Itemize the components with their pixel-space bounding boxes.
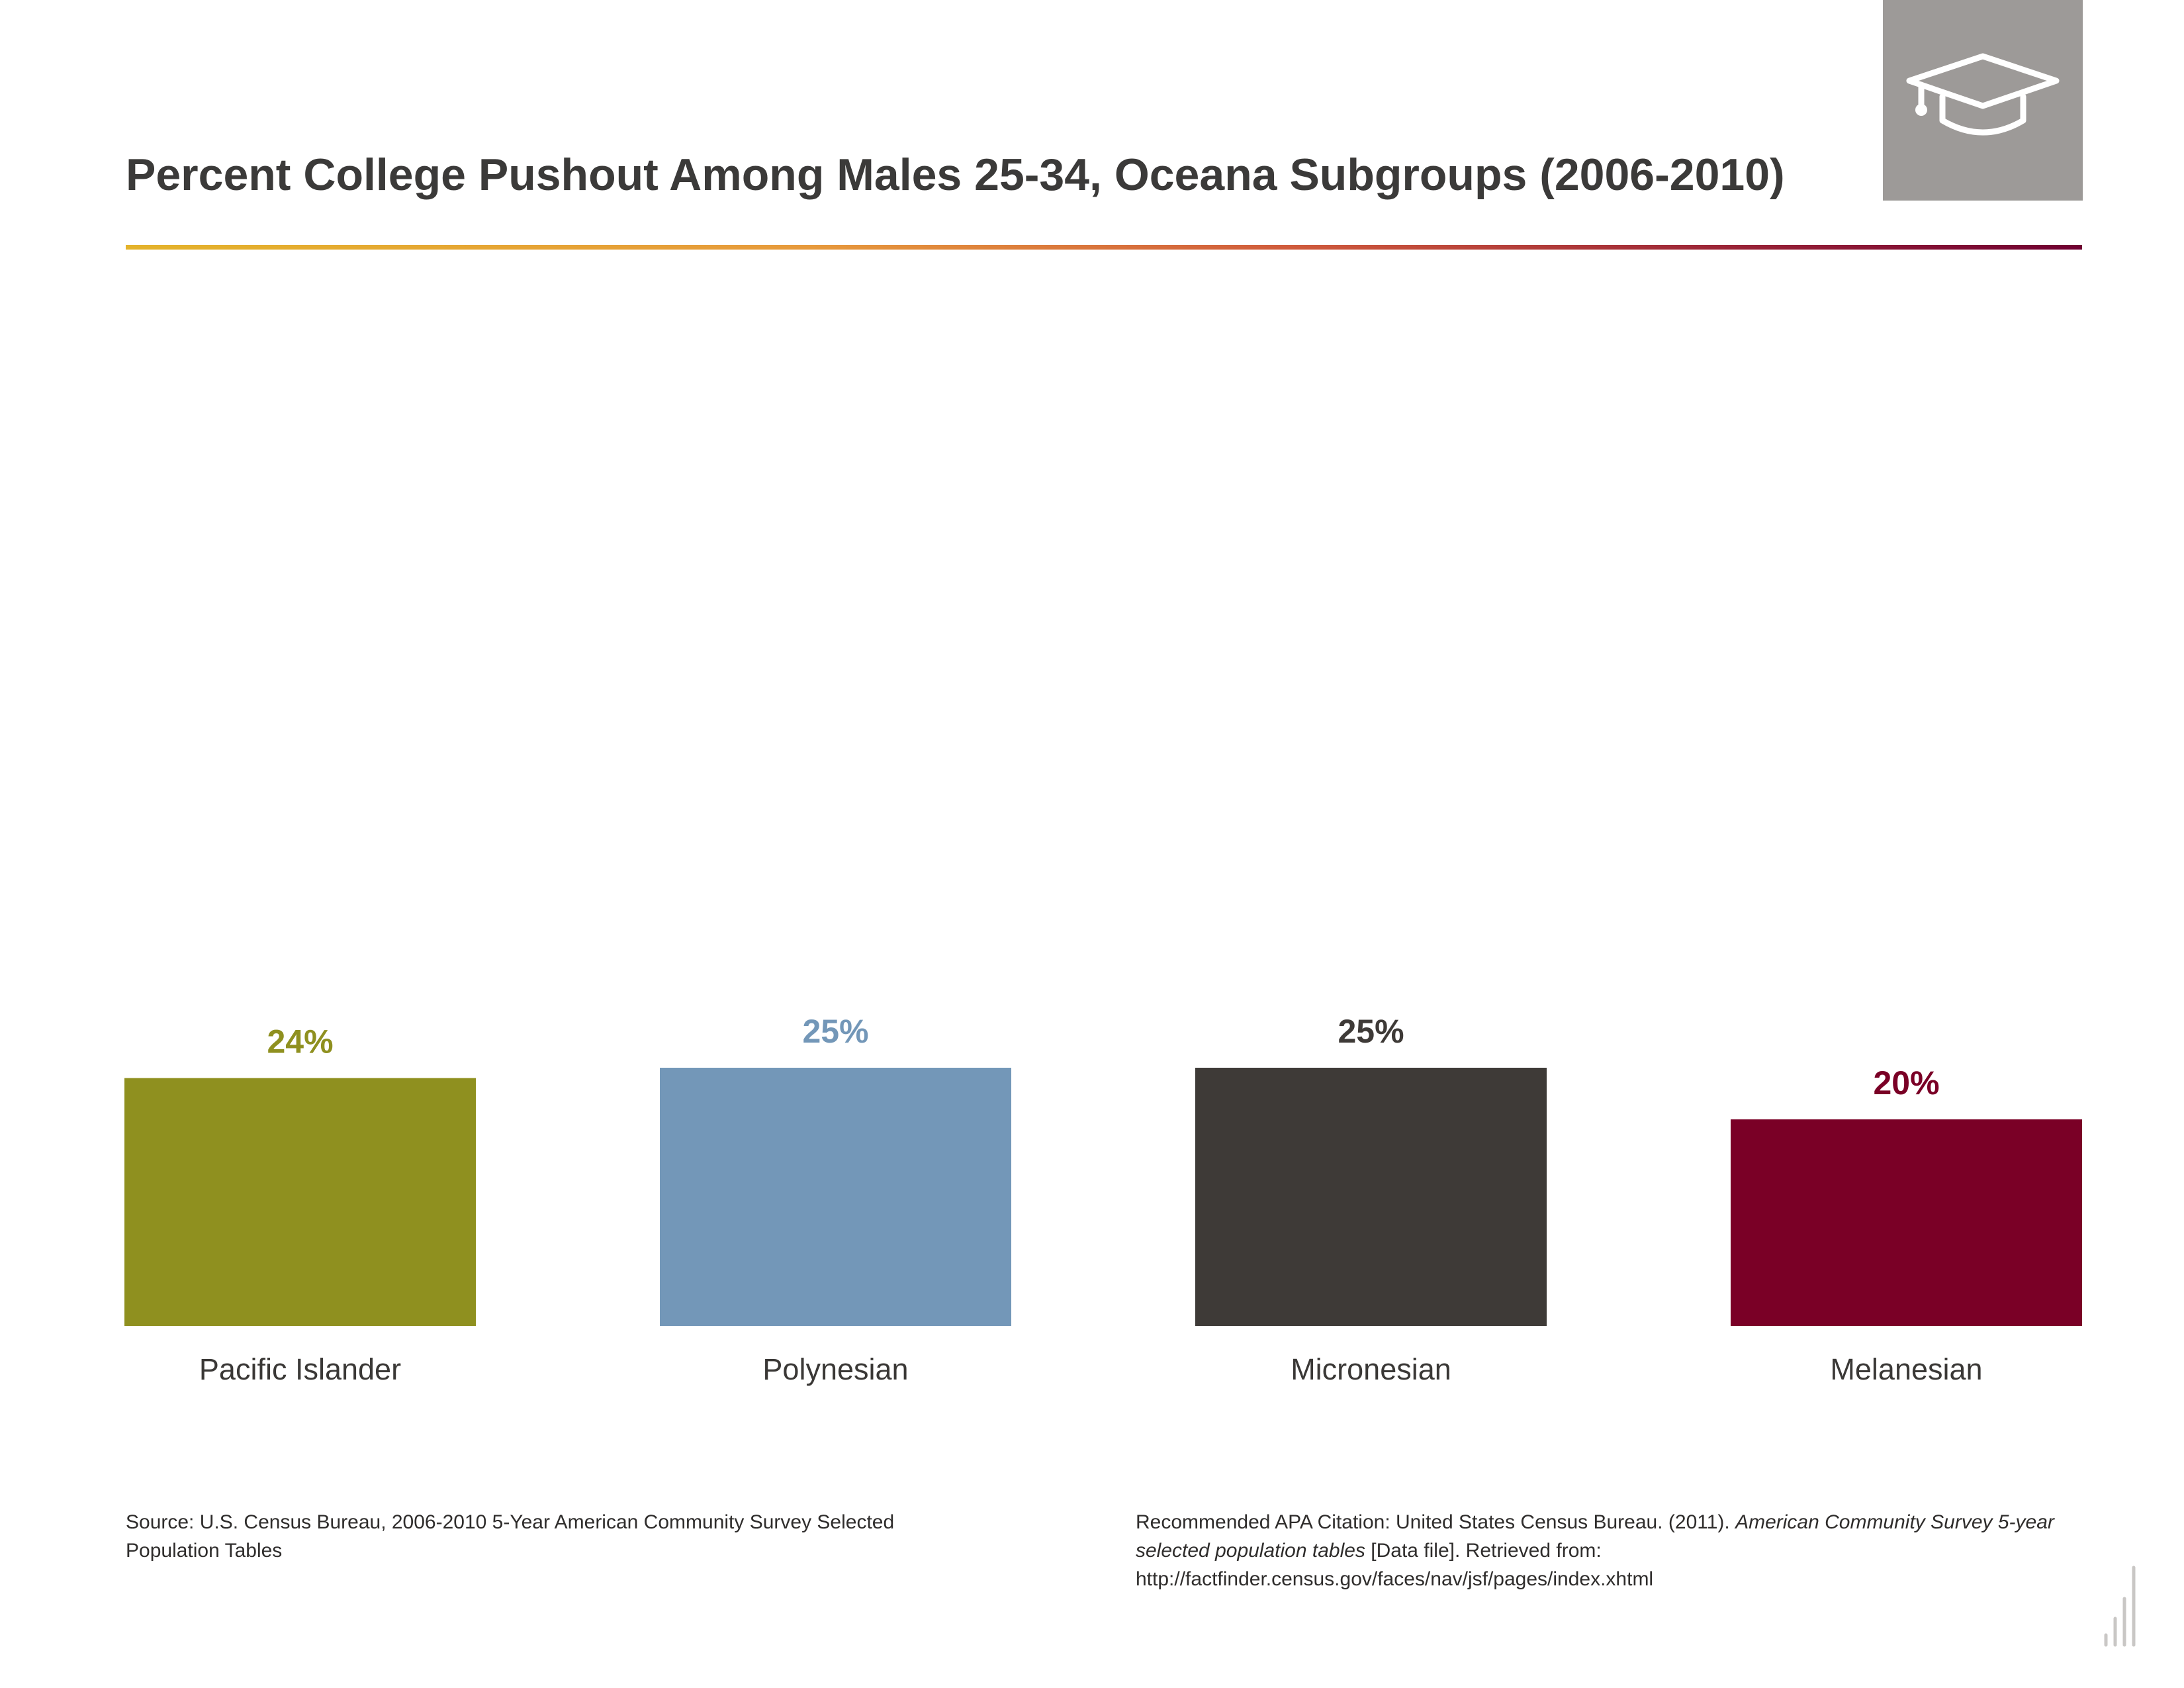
bar-0 [124, 1078, 476, 1326]
graduation-cap-icon [1906, 53, 2060, 136]
bar-value-label-0: 24% [267, 1023, 333, 1060]
bar-value-label-2: 25% [1338, 1013, 1404, 1050]
bar-logo-icon [2104, 1566, 2136, 1647]
chart-title: Percent College Pushout Among Males 25-3… [126, 150, 1785, 200]
bar-2 [1195, 1068, 1547, 1326]
title-divider [126, 245, 2082, 250]
bar-value-label-3: 20% [1873, 1064, 1939, 1102]
graduation-cap-tile [1883, 0, 2083, 201]
bar-1 [660, 1068, 1011, 1326]
category-label-1: Polynesian [762, 1352, 908, 1386]
apa-citation: Recommended APA Citation: United States … [1136, 1508, 2075, 1593]
citation-suffix: [Data file]. Retrieved from: http://fact… [1136, 1540, 1654, 1590]
bar-3 [1731, 1119, 2082, 1326]
category-label-0: Pacific Islander [199, 1352, 401, 1386]
category-label-2: Micronesian [1291, 1352, 1451, 1386]
bar-value-label-1: 25% [802, 1013, 868, 1050]
source-note: Source: U.S. Census Bureau, 2006-2010 5-… [126, 1511, 895, 1562]
citation-prefix: Recommended APA Citation: United States … [1136, 1511, 1736, 1533]
citation-title: American Community Survey 5-year selecte… [1136, 1511, 2054, 1562]
bar-chart: 24% Pacific Islander 25% Polynesian 25% Micro… [124, 1013, 2082, 1386]
category-label-3: Melanesian [1830, 1352, 1982, 1386]
